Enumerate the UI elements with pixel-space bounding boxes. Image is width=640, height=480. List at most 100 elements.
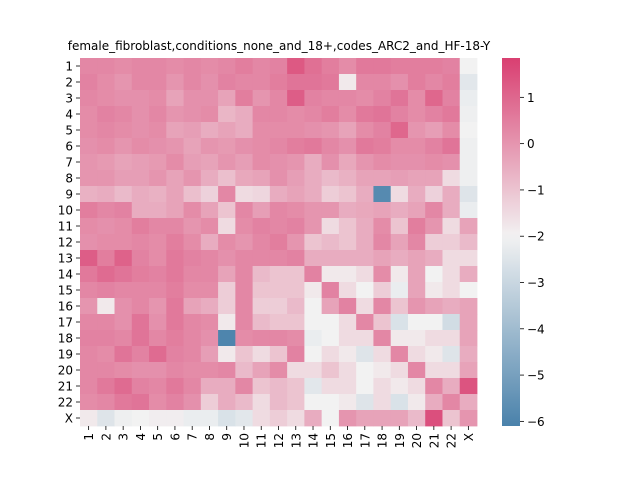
- heatmap-cell: [373, 154, 392, 171]
- heatmap-cell: [442, 154, 461, 171]
- row-label: 10: [58, 204, 73, 218]
- heatmap-cell: [338, 282, 357, 299]
- heatmap-cell: [149, 362, 167, 379]
- heatmap-cell: [200, 298, 219, 315]
- heatmap-cell: [80, 282, 98, 299]
- heatmap-cell: [149, 154, 167, 171]
- heatmap-cell: [287, 202, 305, 219]
- heatmap-cell: [356, 282, 374, 299]
- heatmap-cell: [235, 58, 254, 75]
- heatmap-cell: [459, 154, 478, 171]
- heatmap-cell: [131, 90, 150, 107]
- heatmap-cell: [149, 74, 167, 91]
- heatmap-cell: [80, 122, 98, 139]
- heatmap-cell: [218, 314, 236, 331]
- heatmap-cell: [390, 234, 409, 251]
- heatmap-cell: [287, 410, 305, 427]
- heatmap-cell: [442, 202, 461, 219]
- heatmap-cell: [200, 394, 219, 411]
- colorbar: [502, 58, 520, 426]
- heatmap-cell: [218, 90, 236, 107]
- row-label: 11: [58, 220, 73, 234]
- heatmap-cell: [183, 362, 202, 379]
- heatmap-cell: [200, 90, 219, 107]
- heatmap-cell: [131, 122, 150, 139]
- heatmap-cell: [390, 282, 409, 299]
- heatmap-cell: [149, 90, 167, 107]
- heatmap-cell: [356, 330, 374, 347]
- heatmap-cell: [218, 170, 236, 187]
- heatmap-cell: [373, 234, 392, 251]
- heatmap-cell: [407, 154, 426, 171]
- heatmap-cell: [338, 58, 357, 75]
- heatmap-cell: [80, 74, 98, 91]
- heatmap-cell: [425, 234, 443, 251]
- heatmap-cell: [80, 346, 98, 363]
- heatmap-cell: [321, 346, 340, 363]
- heatmap-cell: [80, 106, 98, 123]
- heatmap-cell: [200, 266, 219, 283]
- heatmap-cell: [183, 122, 202, 139]
- heatmap-cell: [287, 394, 305, 411]
- heatmap-cell: [235, 282, 254, 299]
- heatmap-cell: [166, 154, 184, 171]
- colorbar-tick-label: 0: [527, 137, 535, 151]
- colorbar-tick-label: −5: [527, 369, 545, 383]
- heatmap-cell: [166, 378, 184, 395]
- heatmap-cell: [356, 298, 374, 315]
- heatmap-cell: [200, 74, 219, 91]
- heatmap-cell: [269, 122, 288, 139]
- heatmap-cell: [166, 58, 184, 75]
- heatmap-cell: [183, 58, 202, 75]
- heatmap-cell: [114, 410, 133, 427]
- heatmap-cell: [166, 330, 184, 347]
- heatmap-cell: [97, 250, 115, 267]
- heatmap-cell: [321, 234, 340, 251]
- row-label: 17: [58, 316, 73, 330]
- heatmap-cell: [200, 106, 219, 123]
- col-label: 13: [289, 433, 303, 448]
- heatmap-cell: [166, 410, 184, 427]
- heatmap-cell: [373, 106, 392, 123]
- heatmap-cell: [442, 298, 461, 315]
- heatmap-cell: [321, 394, 340, 411]
- heatmap-cell: [287, 330, 305, 347]
- heatmap-cell: [356, 58, 374, 75]
- heatmap-cell: [131, 138, 150, 155]
- heatmap-cell: [235, 202, 254, 219]
- col-label: 3: [117, 433, 131, 441]
- heatmap-cell: [304, 266, 323, 283]
- heatmap-cell: [338, 298, 357, 315]
- heatmap-cell: [304, 154, 323, 171]
- heatmap-cell: [200, 346, 219, 363]
- heatmap-cell: [442, 362, 461, 379]
- heatmap-cell: [269, 410, 288, 427]
- heatmap-cell: [356, 106, 374, 123]
- heatmap-cell: [252, 186, 271, 203]
- heatmap-cell: [183, 282, 202, 299]
- heatmap-cell: [97, 74, 115, 91]
- heatmap-cell: [235, 410, 254, 427]
- heatmap-cell: [442, 346, 461, 363]
- heatmap-cell: [321, 58, 340, 75]
- heatmap-cell: [442, 218, 461, 235]
- heatmap-cell: [200, 154, 219, 171]
- heatmap-cell: [287, 266, 305, 283]
- heatmap-cell: [407, 394, 426, 411]
- row-label: 3: [65, 92, 73, 106]
- heatmap-cell: [269, 218, 288, 235]
- heatmap-cell: [407, 106, 426, 123]
- heatmap-cell: [183, 90, 202, 107]
- heatmap-cell: [149, 266, 167, 283]
- row-label: 20: [58, 364, 73, 378]
- heatmap-cell: [287, 58, 305, 75]
- heatmap-cell: [407, 378, 426, 395]
- heatmap-cell: [97, 234, 115, 251]
- heatmap-cell: [321, 362, 340, 379]
- heatmap-cell: [338, 250, 357, 267]
- heatmap-cell: [390, 58, 409, 75]
- heatmap-cell: [459, 314, 478, 331]
- heatmap-cell: [373, 122, 392, 139]
- heatmap-cell: [304, 106, 323, 123]
